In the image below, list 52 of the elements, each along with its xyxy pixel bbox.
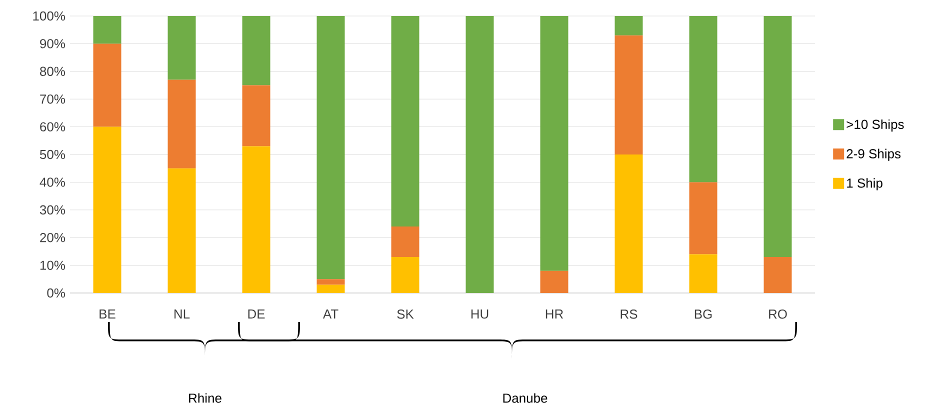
bar [466, 16, 494, 293]
x-tick-label: RO [769, 310, 787, 319]
bar [689, 254, 718, 293]
bar [168, 168, 196, 293]
y-tick-label: 40% [40, 178, 66, 187]
bar [316, 16, 345, 280]
y-tick-label: 30% [40, 205, 66, 214]
legend-label: >10 Ships [846, 119, 904, 132]
bar [540, 270, 568, 293]
bar [391, 226, 420, 257]
bar [168, 16, 196, 80]
bar [391, 16, 420, 227]
bar [764, 256, 792, 293]
legend-label: 2-9 Ships [846, 148, 901, 161]
y-tick-label: 80% [40, 66, 66, 76]
bar [316, 279, 345, 285]
bar [614, 35, 643, 154]
y-tick-label: 90% [40, 39, 66, 48]
bar [242, 16, 270, 86]
x-tick-label: DE [248, 310, 265, 318]
legend-label: 1 Ship [847, 178, 882, 190]
bar [242, 85, 270, 146]
bar [614, 154, 643, 293]
x-tick-label: AT [322, 310, 338, 318]
y-tick-label: 0% [47, 288, 66, 298]
y-tick-label: 70% [40, 94, 66, 104]
x-tick-label: BE [100, 310, 116, 318]
y-tick-label: 100% [33, 11, 66, 21]
text: Danube [503, 393, 548, 403]
x-tick-label: SK [397, 310, 414, 319]
bar [93, 16, 122, 44]
bar [242, 146, 270, 293]
y-tick-label: 50% [40, 150, 66, 160]
y-tick-label: 10% [40, 260, 66, 270]
bar [316, 284, 345, 293]
x-tick-label: NL [174, 310, 190, 318]
y-tick-label: 60% [40, 122, 66, 132]
bar [614, 16, 643, 36]
x-tick-label: HU [471, 310, 488, 319]
bar [689, 16, 718, 182]
text: Rhine [189, 393, 222, 403]
bar [540, 16, 568, 271]
bar [93, 44, 122, 127]
bar [391, 256, 420, 293]
bar [689, 182, 718, 254]
bar [93, 126, 122, 293]
x-tick-label: RS [620, 310, 638, 319]
bar [764, 16, 792, 257]
y-tick-label: 20% [40, 232, 66, 242]
x-tick-label: HR [546, 310, 564, 318]
bar [168, 80, 196, 168]
x-tick-label: BG [694, 310, 712, 319]
